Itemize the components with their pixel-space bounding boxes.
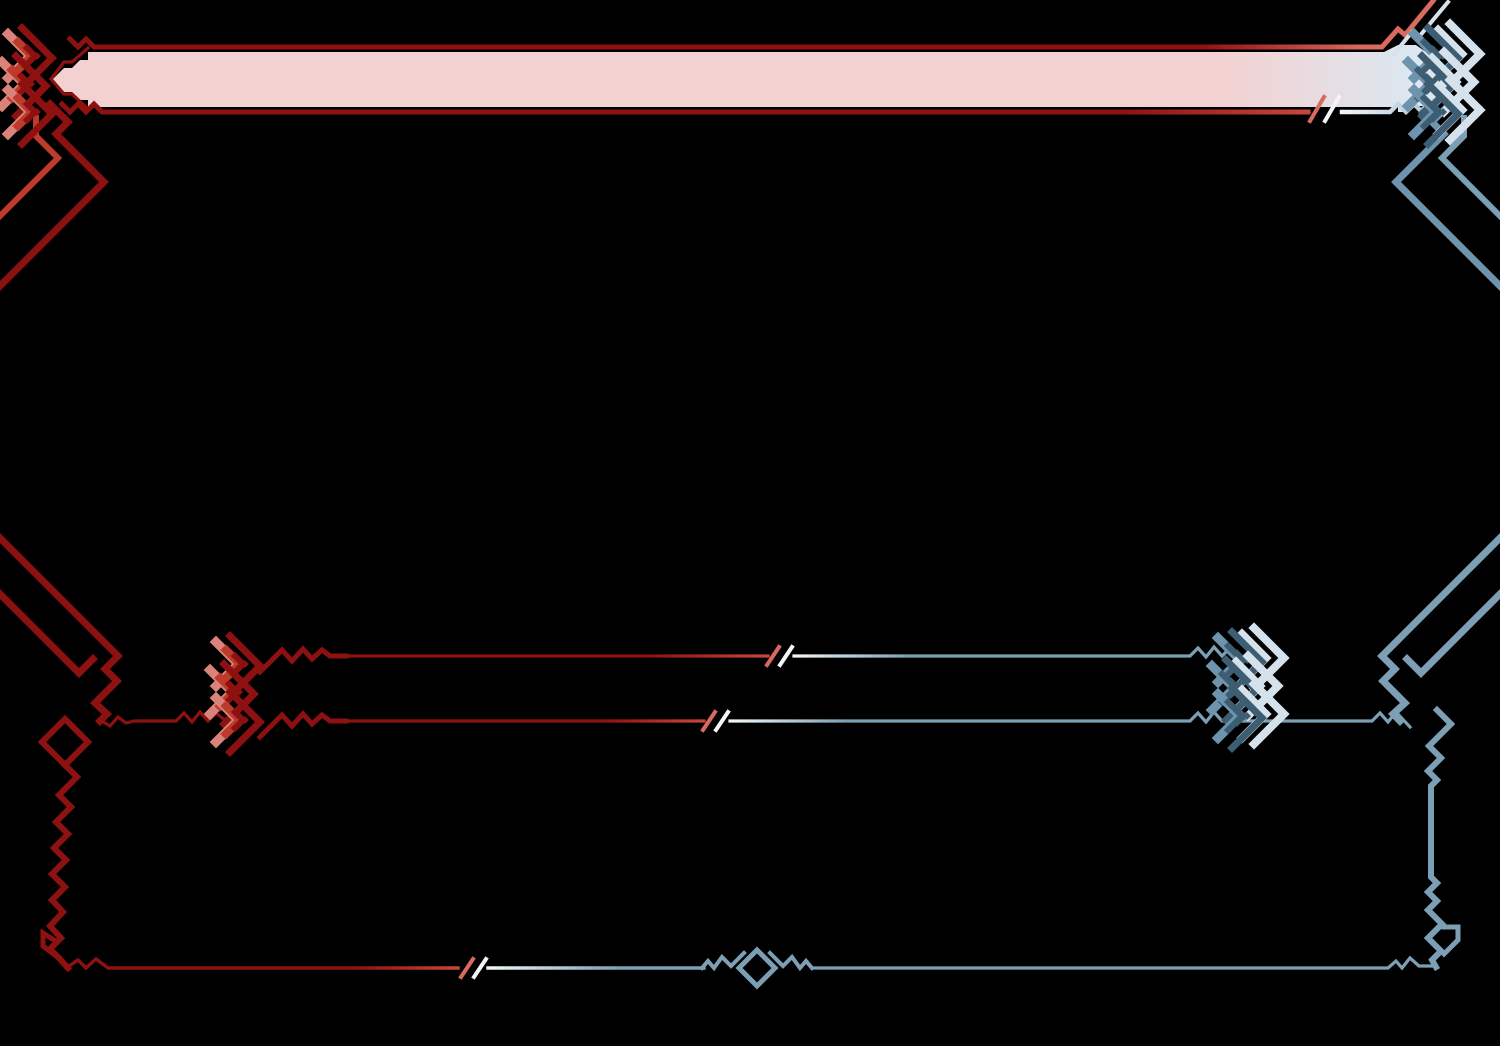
banner-fill	[52, 45, 1458, 112]
bottom-break-slash-white	[471, 956, 489, 980]
line2-blue-segment	[728, 709, 1413, 730]
bottom-blue-segment-right	[810, 955, 1438, 971]
banner-top-border	[66, 0, 1437, 51]
line2-break-slash-red	[700, 709, 718, 733]
bottom-break-slash-red	[458, 956, 476, 980]
banner-break-slash-white	[1322, 94, 1342, 124]
bottom-red-segment	[63, 956, 460, 971]
blue-chain-hook	[1440, 924, 1461, 958]
red-chain-hook	[40, 928, 61, 960]
diamond	[735, 946, 779, 990]
banner-bottom-border-red	[58, 100, 1311, 116]
line2-start-zigzag	[256, 710, 349, 741]
bottom-diamond-ornament	[699, 946, 815, 990]
red-diagonal-inner-v	[0, 589, 98, 678]
diamond-right-zigzag	[767, 950, 815, 972]
banner-break-slash-red	[1307, 94, 1327, 124]
blue-descending-chain	[1423, 705, 1456, 972]
banner-tip-edge-red	[48, 45, 91, 112]
divider-line-bottom	[63, 946, 1438, 990]
line1-break-slash-white	[777, 644, 795, 668]
red-tail-outer	[0, 99, 109, 291]
line1-start-zigzag	[256, 645, 349, 676]
blue-diagonal-inner-v	[1402, 589, 1500, 678]
line2-break-slash-white	[713, 709, 731, 733]
diamond-left-zigzag	[699, 950, 747, 972]
mid-left-red-structure	[0, 533, 123, 973]
red-diagonal-outer	[0, 533, 123, 726]
line1-break-slash-red	[764, 644, 782, 668]
